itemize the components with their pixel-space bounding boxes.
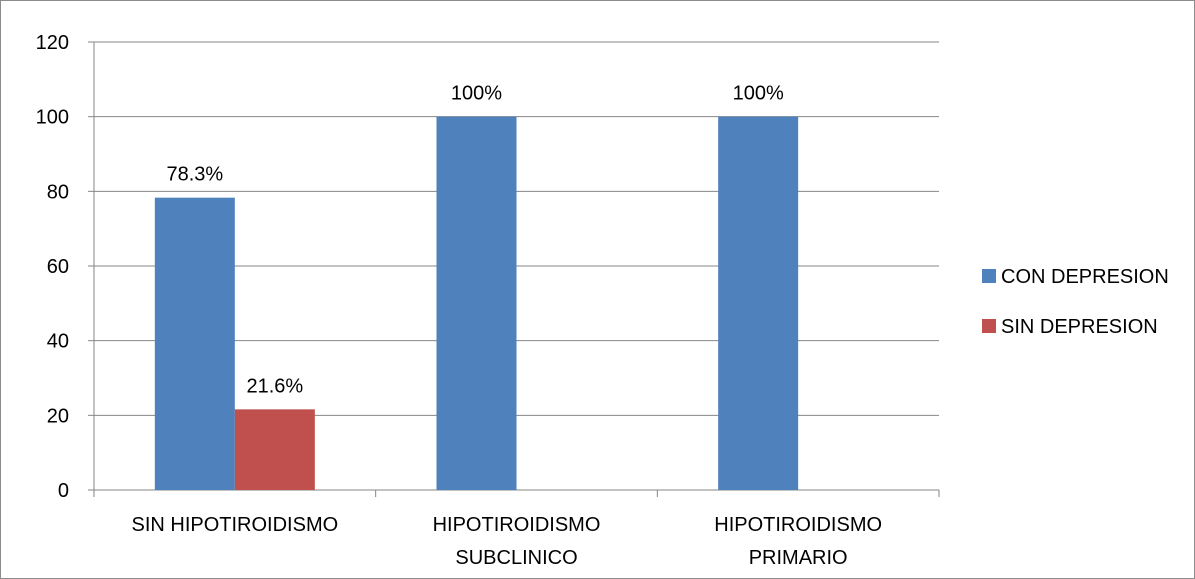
y-tick-label: 40 <box>47 331 69 353</box>
x-category-label: PRIMARIO <box>749 547 848 569</box>
data-label: 78.3% <box>166 164 223 186</box>
x-category-label: HIPOTIROIDISMO <box>714 514 882 536</box>
y-tick-label: 60 <box>47 256 69 278</box>
x-category-label: HIPOTIROIDISMO <box>433 514 601 536</box>
legend-label: CON DEPRESION <box>1001 266 1169 288</box>
legend-label: SIN DEPRESION <box>1001 316 1158 338</box>
legend-swatch <box>982 269 996 283</box>
y-tick-label: 80 <box>47 181 69 203</box>
x-category-label: SUBCLINICO <box>455 547 577 569</box>
bar <box>154 197 235 490</box>
y-tick-label: 0 <box>58 480 69 502</box>
bar <box>718 116 799 491</box>
y-tick-label: 20 <box>47 405 69 427</box>
legend: CON DEPRESION SIN DEPRESION <box>982 266 1169 338</box>
data-label: 21.6% <box>246 375 303 397</box>
data-labels: 78.3% 100% 100% 21.6% <box>166 83 783 398</box>
bar <box>436 116 517 491</box>
legend-swatch <box>982 319 996 333</box>
bars <box>154 116 799 491</box>
y-tick-label: 120 <box>36 32 69 54</box>
data-label: 100% <box>733 83 784 105</box>
x-category-label: SIN HIPOTIROIDISMO <box>131 514 338 536</box>
data-label: 100% <box>451 83 502 105</box>
y-tick-label: 100 <box>36 107 69 129</box>
bar <box>234 409 315 490</box>
